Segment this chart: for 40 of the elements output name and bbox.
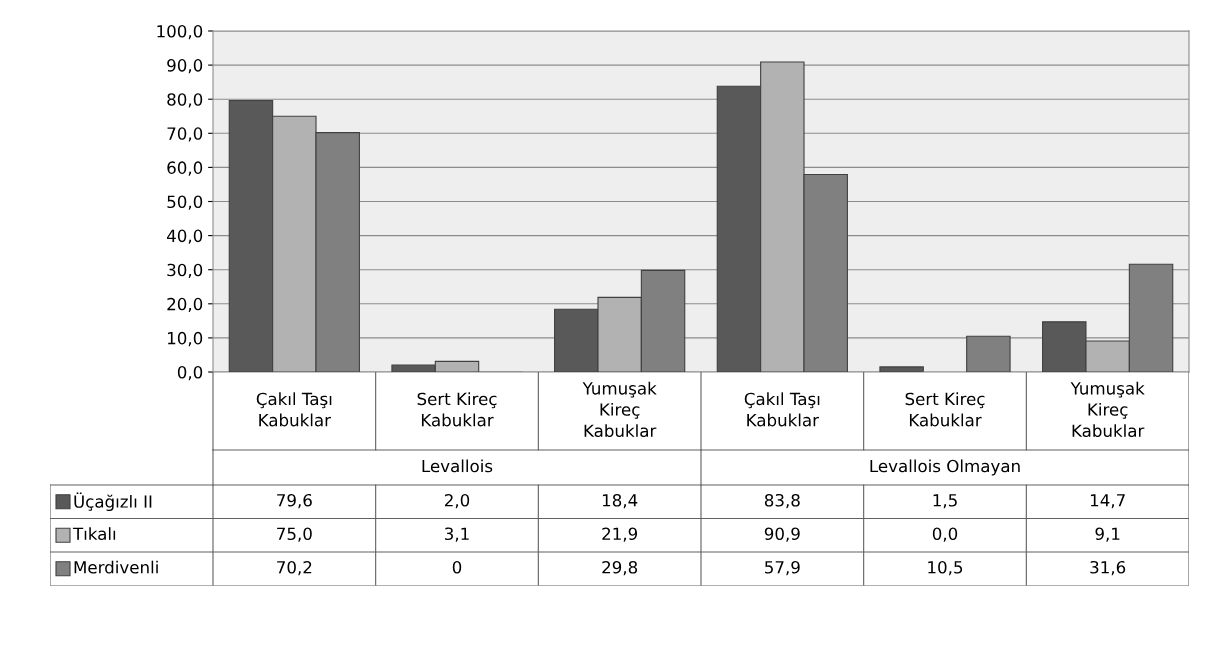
data-label: 75,0	[277, 527, 312, 542]
data-label: 0,0	[932, 527, 958, 542]
y-tick-label: 80,0	[167, 93, 203, 108]
text: Levallois	[422, 459, 493, 473]
x-tick-label: Çakıl Taşı Kabuklar	[744, 392, 820, 427]
y-tick-label: 30,0	[167, 263, 203, 278]
legend-label: Üçağızlı II	[74, 492, 152, 512]
data-label: 79,6	[277, 493, 312, 509]
y-tick-label: 60,0	[167, 161, 203, 176]
x-tick-label: Yumuşak Kireç Kabuklar	[582, 381, 657, 438]
x-tick-label: Yumuşak Kireç Kabuklar	[1070, 381, 1145, 438]
data-label: 31,6	[1090, 560, 1126, 576]
data-label: 29,8	[602, 560, 638, 576]
text: Levallois Olmayan	[870, 459, 1020, 476]
data-label: 70,2	[277, 560, 312, 576]
legend-label: Merdivenli	[74, 560, 158, 574]
data-label: 21,9	[602, 527, 638, 542]
data-label: 18,4	[602, 493, 638, 509]
legend-label: Tıkalı	[72, 527, 116, 541]
y-tick-label: 90,0	[167, 59, 203, 74]
data-label: 0	[452, 560, 462, 574]
y-tick-label: 20,0	[167, 297, 203, 313]
y-tick-label: 50,0	[167, 195, 203, 210]
data-label: 2,0	[444, 493, 470, 509]
data-label: 10,5	[928, 560, 963, 576]
data-label: 57,9	[765, 560, 800, 576]
x-tick-label: Çakıl Taşı Kabuklar	[256, 392, 332, 427]
y-tick-label: 0,0	[177, 365, 203, 381]
y-tick-label: 10,0	[168, 331, 203, 347]
x-tick-label: Sert Kireç Kabuklar	[905, 392, 985, 427]
data-label: 9,1	[1095, 527, 1120, 542]
data-label: 14,7	[1090, 494, 1125, 509]
y-tick-label: 70,0	[167, 127, 203, 142]
y-tick-label: 100,0	[157, 24, 203, 40]
data-label: 1,5	[933, 494, 957, 509]
data-label: 83,8	[764, 493, 800, 509]
data-label: 3,1	[445, 527, 469, 542]
y-tick-label: 40,0	[166, 229, 203, 244]
data-label: 90,9	[764, 527, 800, 542]
x-tick-label: Sert Kireç Kabuklar	[417, 392, 497, 427]
